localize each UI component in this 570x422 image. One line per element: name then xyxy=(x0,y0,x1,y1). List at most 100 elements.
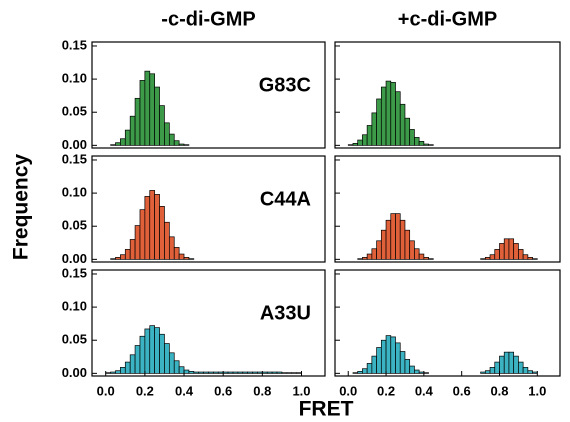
bar xyxy=(418,371,425,374)
bar xyxy=(193,371,200,374)
bar xyxy=(168,133,175,146)
bar xyxy=(266,371,273,374)
panel-frame xyxy=(91,155,326,263)
y-tick-label: 0.15 xyxy=(62,37,87,52)
panel-label: G83C xyxy=(259,74,311,96)
bar xyxy=(144,70,151,146)
bar xyxy=(188,258,195,260)
bar xyxy=(380,86,387,146)
bar xyxy=(423,372,429,374)
y-tick-label: 0.00 xyxy=(62,137,87,152)
bar xyxy=(252,371,258,374)
bar xyxy=(395,91,401,146)
bar xyxy=(173,140,180,146)
bar xyxy=(183,257,190,260)
bar xyxy=(357,371,363,374)
bar xyxy=(423,257,429,260)
bar xyxy=(129,239,136,260)
bar xyxy=(120,138,126,146)
bar xyxy=(213,371,219,374)
bar xyxy=(178,253,185,260)
bar xyxy=(178,366,185,374)
bar xyxy=(149,73,156,146)
bar xyxy=(518,249,524,260)
bar xyxy=(362,257,368,260)
bar xyxy=(129,115,136,146)
bar xyxy=(139,209,146,260)
bar xyxy=(139,80,146,146)
bar xyxy=(418,141,425,146)
bar xyxy=(164,122,170,146)
y-tick-label: 0.05 xyxy=(62,104,87,119)
bar xyxy=(423,143,429,146)
bar xyxy=(366,363,373,374)
bar xyxy=(371,248,377,260)
x-tick-label: 0.6 xyxy=(453,383,471,398)
column-title: -c-di-GMP xyxy=(161,8,255,30)
bar xyxy=(399,351,406,374)
bar xyxy=(390,82,396,146)
bar xyxy=(366,253,373,260)
bar xyxy=(115,370,121,374)
column-title: +c-di-GMP xyxy=(398,8,497,30)
bar xyxy=(105,372,111,374)
bar xyxy=(480,258,486,260)
bar xyxy=(227,371,234,374)
bar xyxy=(139,335,146,374)
y-axis-label: Frequency xyxy=(10,154,33,261)
bar xyxy=(168,236,175,260)
bar xyxy=(144,328,151,374)
bar xyxy=(489,367,496,374)
bar xyxy=(390,336,396,374)
bar xyxy=(404,117,411,146)
bar xyxy=(376,98,382,146)
bar xyxy=(508,351,515,374)
bar xyxy=(217,371,224,374)
bar xyxy=(188,371,195,374)
bar xyxy=(164,221,170,260)
bar xyxy=(134,97,141,146)
panel-frame xyxy=(334,41,561,149)
y-tick-label: 0.15 xyxy=(62,151,87,166)
bar xyxy=(399,219,406,260)
bar xyxy=(178,143,185,146)
bar xyxy=(149,325,156,374)
bar xyxy=(362,134,368,146)
bar xyxy=(159,206,165,260)
x-tick-label: 1.0 xyxy=(528,383,546,398)
bar xyxy=(134,345,141,374)
bar xyxy=(115,257,121,260)
x-tick-label: 0.8 xyxy=(253,383,271,398)
y-tick-label: 0.15 xyxy=(62,265,87,280)
y-tick-label: 0.05 xyxy=(62,332,87,347)
bar xyxy=(124,249,131,260)
bar xyxy=(159,105,165,146)
bar xyxy=(513,243,519,260)
bar xyxy=(110,371,116,374)
panel-frame xyxy=(334,155,561,263)
bar xyxy=(237,371,244,374)
bar xyxy=(347,144,354,146)
bar xyxy=(499,355,505,374)
x-axis-label: FRET xyxy=(299,398,354,421)
bar xyxy=(173,247,180,260)
bar xyxy=(385,219,392,260)
bar xyxy=(124,361,131,374)
bar xyxy=(149,190,156,260)
bar xyxy=(291,372,297,374)
x-tick-label: 0.8 xyxy=(490,383,508,398)
bar xyxy=(414,248,420,260)
bar xyxy=(428,144,434,146)
bar xyxy=(527,257,533,260)
bar xyxy=(428,258,434,260)
bar xyxy=(376,240,382,260)
bar xyxy=(532,371,538,374)
bar xyxy=(404,359,411,374)
bar xyxy=(395,213,401,260)
y-tick-label: 0.00 xyxy=(62,365,87,380)
bar xyxy=(395,342,401,374)
bar xyxy=(380,339,387,374)
y-tick-label: 0.10 xyxy=(62,71,87,86)
bar xyxy=(404,229,411,260)
